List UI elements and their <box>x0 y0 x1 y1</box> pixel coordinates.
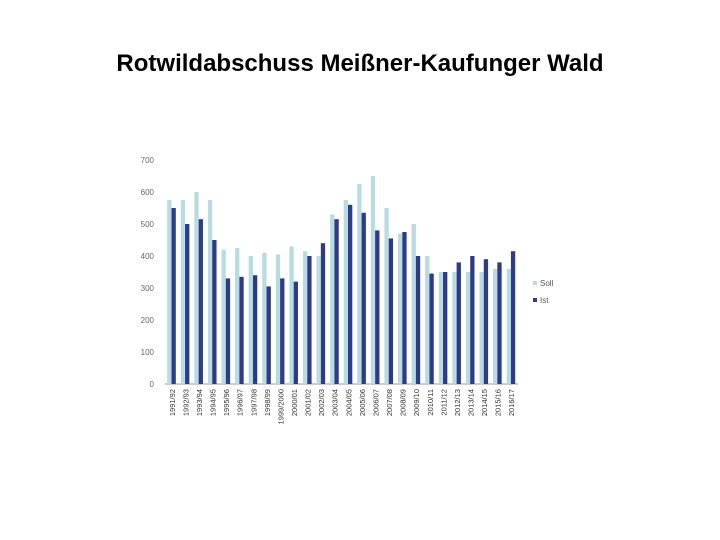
bar-soll <box>411 224 416 384</box>
bar-soll <box>235 248 240 384</box>
x-category-label: 1992/93 <box>181 389 190 416</box>
bar-soll <box>357 184 362 384</box>
x-category-label: 1995/96 <box>222 389 231 416</box>
y-tick-label: 500 <box>141 220 155 229</box>
x-category-label: 2003/04 <box>331 389 340 416</box>
bar-ist <box>198 219 203 384</box>
legend-swatch <box>533 281 537 285</box>
bar-ist <box>185 224 190 384</box>
bar-soll <box>479 272 484 384</box>
x-category-label: 2009/10 <box>412 389 421 416</box>
x-category-label: 1998/99 <box>263 389 272 416</box>
x-category-label: 2004/05 <box>344 389 353 416</box>
bar-ist <box>510 251 516 384</box>
bar-ist <box>266 286 271 384</box>
bar-ist <box>497 262 502 384</box>
bar-soll <box>248 256 253 384</box>
bar-soll <box>221 249 226 384</box>
x-category-label: 2006/07 <box>371 389 380 416</box>
x-category-label: 1991/92 <box>168 389 177 416</box>
bar-ist <box>470 256 475 384</box>
bar-soll <box>289 246 294 384</box>
bar-ist <box>212 240 217 384</box>
bar-ist <box>375 230 380 384</box>
bar-ist <box>456 262 461 384</box>
y-tick-label: 0 <box>150 380 155 389</box>
x-category-label: 2016/17 <box>507 389 516 416</box>
bar-ist <box>334 219 339 384</box>
x-category-label: 2007/08 <box>385 389 394 416</box>
bar-ist <box>388 238 394 384</box>
y-tick-label: 600 <box>141 188 155 197</box>
bar-ist <box>402 232 407 384</box>
x-category-label: 2013/14 <box>466 389 475 416</box>
bar-ist <box>443 272 448 384</box>
y-tick-label: 300 <box>141 284 155 293</box>
bar-soll <box>180 200 186 384</box>
bar-soll <box>506 268 511 384</box>
x-category-label: 2012/13 <box>453 389 462 416</box>
x-category-label: 2015/16 <box>494 389 503 416</box>
x-category-label: 1996/97 <box>236 389 245 416</box>
bar-ist <box>293 281 298 384</box>
slide-title: Rotwildabschuss Meißner-Kaufunger Wald <box>116 50 604 77</box>
bar-ist <box>280 278 285 384</box>
y-tick-label: 100 <box>141 348 155 357</box>
bar-soll <box>343 200 348 384</box>
bar-ist <box>320 243 326 384</box>
x-category-label: 2014/15 <box>480 389 489 416</box>
x-category-label: 1993/94 <box>195 389 204 416</box>
bar-ist <box>348 204 353 384</box>
bar-soll <box>167 200 172 384</box>
legend-label: Soll <box>540 279 554 288</box>
bar-soll <box>207 200 213 384</box>
bar-ist <box>225 278 231 384</box>
bar-soll <box>330 214 335 384</box>
legend-swatch <box>533 298 537 302</box>
bar-ist <box>239 276 244 384</box>
y-tick-label: 200 <box>141 316 155 325</box>
bar-ist <box>429 273 434 384</box>
bar-ist <box>483 259 489 384</box>
bar-soll <box>438 272 444 384</box>
bar-soll <box>194 192 199 384</box>
bar-soll <box>465 272 471 384</box>
bar-ist <box>307 256 312 384</box>
bar-soll <box>493 268 498 384</box>
x-category-label: 2002/03 <box>317 389 326 416</box>
bar-soll <box>384 208 389 384</box>
x-category-label: 2005/06 <box>358 389 367 416</box>
bar-ist <box>415 256 421 384</box>
bar-soll <box>275 254 281 384</box>
x-category-label: 1997/98 <box>249 389 258 416</box>
x-category-label: 1999/2000 <box>276 389 285 424</box>
bar-soll <box>302 251 308 384</box>
legend-label: Ist <box>540 296 549 305</box>
x-category-label: 2010/11 <box>426 389 435 416</box>
x-category-label: 2008/09 <box>399 389 408 416</box>
bar-soll <box>370 176 376 384</box>
bar-soll <box>398 233 403 384</box>
bar-ist <box>361 212 366 384</box>
y-tick-label: 400 <box>141 252 155 261</box>
x-category-label: 2000/01 <box>290 389 299 416</box>
bar-ist <box>252 275 258 384</box>
bar-ist <box>171 208 176 384</box>
bar-soll <box>316 256 321 384</box>
y-tick-label: 700 <box>141 156 155 165</box>
x-category-label: 2001/02 <box>304 389 313 416</box>
x-category-label: 2011/12 <box>439 389 448 416</box>
x-category-label: 1994/95 <box>209 389 218 416</box>
bar-soll <box>452 272 457 384</box>
bar-soll <box>262 252 267 384</box>
bar-soll <box>425 256 430 384</box>
